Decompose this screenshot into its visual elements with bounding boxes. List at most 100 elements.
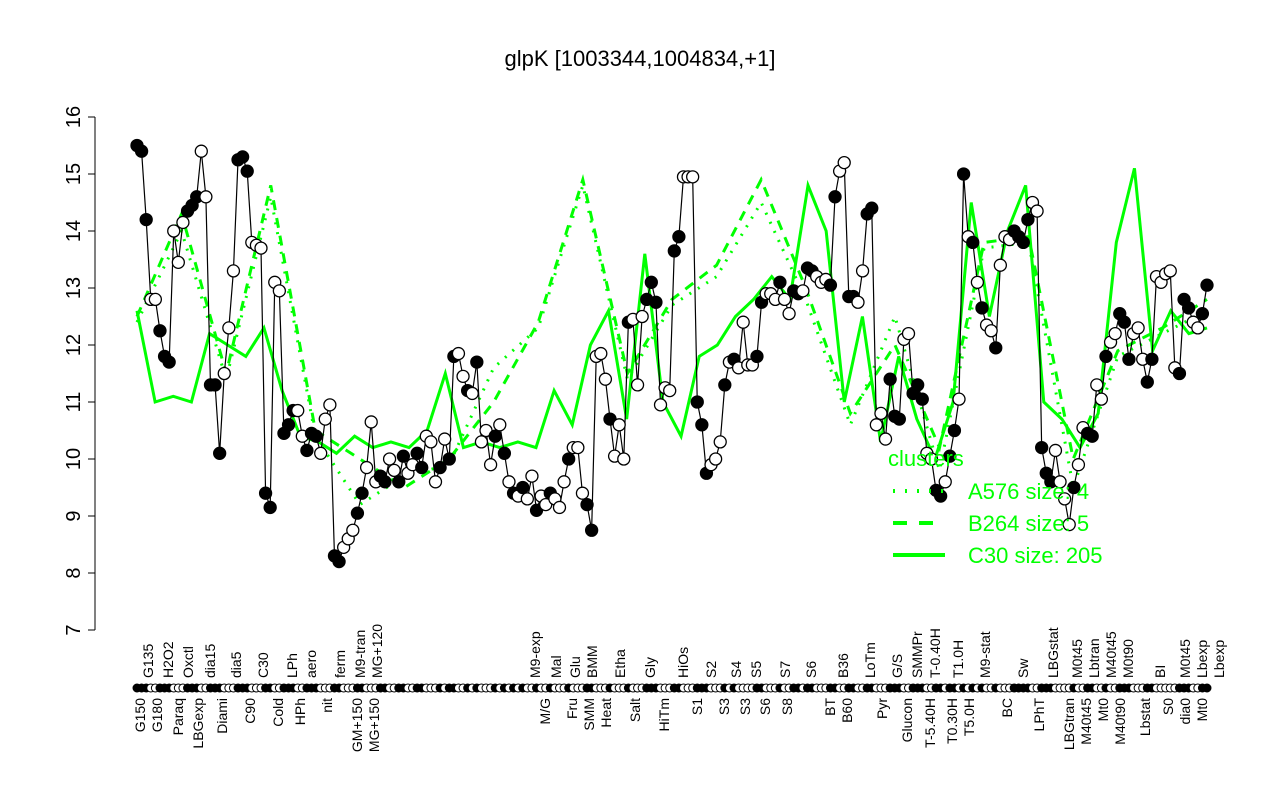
data-point — [309, 429, 323, 443]
data-point — [823, 278, 838, 292]
data-point — [672, 230, 686, 244]
data-point — [1191, 321, 1205, 335]
x-tick-label: S2 — [703, 661, 719, 678]
data-points — [130, 138, 1214, 569]
data-point — [947, 423, 962, 438]
y-tick-label: 12 — [63, 334, 85, 356]
data-point — [552, 500, 567, 515]
data-point — [396, 449, 411, 463]
data-point — [1062, 517, 1076, 532]
data-point — [424, 435, 438, 449]
x-tick-label: HiTm — [656, 698, 672, 731]
y-tick-label: 10 — [63, 448, 85, 470]
data-point — [497, 446, 512, 460]
x-tick-label: B36 — [835, 653, 851, 678]
data-point — [750, 349, 764, 364]
data-point — [364, 415, 378, 429]
data-point — [736, 315, 750, 329]
data-point — [1048, 443, 1063, 458]
data-point — [258, 486, 273, 500]
x-tick-label: Cold — [270, 698, 286, 727]
data-point — [1030, 204, 1044, 218]
data-point — [222, 321, 236, 335]
data-point — [254, 241, 268, 255]
data-point — [562, 452, 576, 466]
x-tick-label: BT — [822, 698, 838, 716]
x-tick-label: ferm — [332, 650, 348, 678]
data-point — [162, 355, 176, 369]
x-tick-label: M9-tran — [352, 630, 368, 678]
data-point — [300, 443, 314, 458]
data-point — [1085, 429, 1099, 443]
data-point — [874, 406, 888, 421]
data-point — [571, 440, 585, 455]
x-tick-label: MG+150 — [366, 698, 382, 752]
data-point — [176, 215, 190, 230]
data-point — [1108, 326, 1122, 341]
y-tick-label: 7 — [63, 624, 85, 635]
x-tick-label: M40t45 — [1078, 698, 1094, 745]
data-point — [1053, 475, 1067, 489]
data-point — [474, 435, 489, 449]
data-point — [428, 475, 443, 489]
x-tick-label: LBGtran — [1061, 698, 1077, 750]
data-point — [199, 190, 213, 204]
x-tick-label: dia0 — [1177, 698, 1193, 725]
x-tick-label: G/S — [889, 654, 905, 678]
data-point — [1071, 458, 1086, 472]
data-point — [314, 446, 328, 460]
y-tick-label: 13 — [63, 277, 85, 299]
data-point — [1035, 440, 1049, 455]
x-tick-label: S4 — [728, 661, 744, 678]
data-point — [644, 275, 658, 289]
data-point — [488, 429, 502, 443]
data-point — [878, 432, 893, 446]
data-point — [617, 452, 631, 466]
x-tick-label: S5 — [748, 661, 764, 678]
x-tick-label: M9-stat — [977, 631, 993, 678]
y-tick-label: 8 — [63, 567, 85, 578]
x-tick-label: Salt — [627, 698, 643, 722]
data-point — [915, 392, 929, 406]
data-point — [1122, 352, 1136, 366]
legend-label-a576: A576 size: 4 — [968, 479, 1089, 504]
x-tick-label: T-5.40H — [922, 698, 938, 748]
x-tick-label: Etha — [612, 649, 628, 678]
data-point — [713, 435, 727, 449]
data-point — [433, 460, 447, 475]
x-tick-label: SMM — [581, 698, 597, 731]
data-point — [213, 446, 227, 460]
x-tick-label: HPh — [292, 698, 308, 725]
x-tick-label: G180 — [149, 698, 165, 732]
x-tick-label: M9-exp — [527, 631, 543, 678]
x-tick-label: nit — [319, 698, 335, 713]
data-point — [346, 523, 360, 537]
x-tick-label: C90 — [242, 698, 258, 724]
data-point — [525, 469, 539, 483]
data-point — [291, 403, 305, 418]
data-point — [134, 144, 149, 158]
data-point — [865, 201, 879, 215]
y-tick-label: 15 — [63, 163, 85, 185]
x-tick-label: dia5 — [228, 651, 244, 678]
data-point — [869, 418, 884, 432]
x-tick-label: S8 — [779, 698, 795, 715]
x-tick-label: Oxctl — [180, 646, 196, 678]
x-tick-label: BMM — [584, 645, 600, 678]
x-tick-label: Mt0 — [1095, 698, 1111, 722]
chart-title: glpK [1003344,1004834,+1] — [505, 46, 776, 71]
x-tick-label: G150 — [132, 698, 148, 732]
x-tick-label: S6 — [757, 698, 773, 715]
data-point — [1195, 306, 1210, 321]
data-point — [1117, 315, 1131, 329]
data-point — [718, 378, 732, 392]
x-tick-label: B60 — [839, 698, 855, 723]
y-tick-label: 14 — [63, 220, 85, 242]
x-tick-label: S3 — [737, 698, 753, 715]
data-point — [911, 378, 925, 392]
x-tick-label: Lbstat — [1137, 698, 1153, 736]
data-point — [773, 275, 787, 289]
data-point — [837, 155, 851, 170]
data-point — [1016, 235, 1030, 250]
